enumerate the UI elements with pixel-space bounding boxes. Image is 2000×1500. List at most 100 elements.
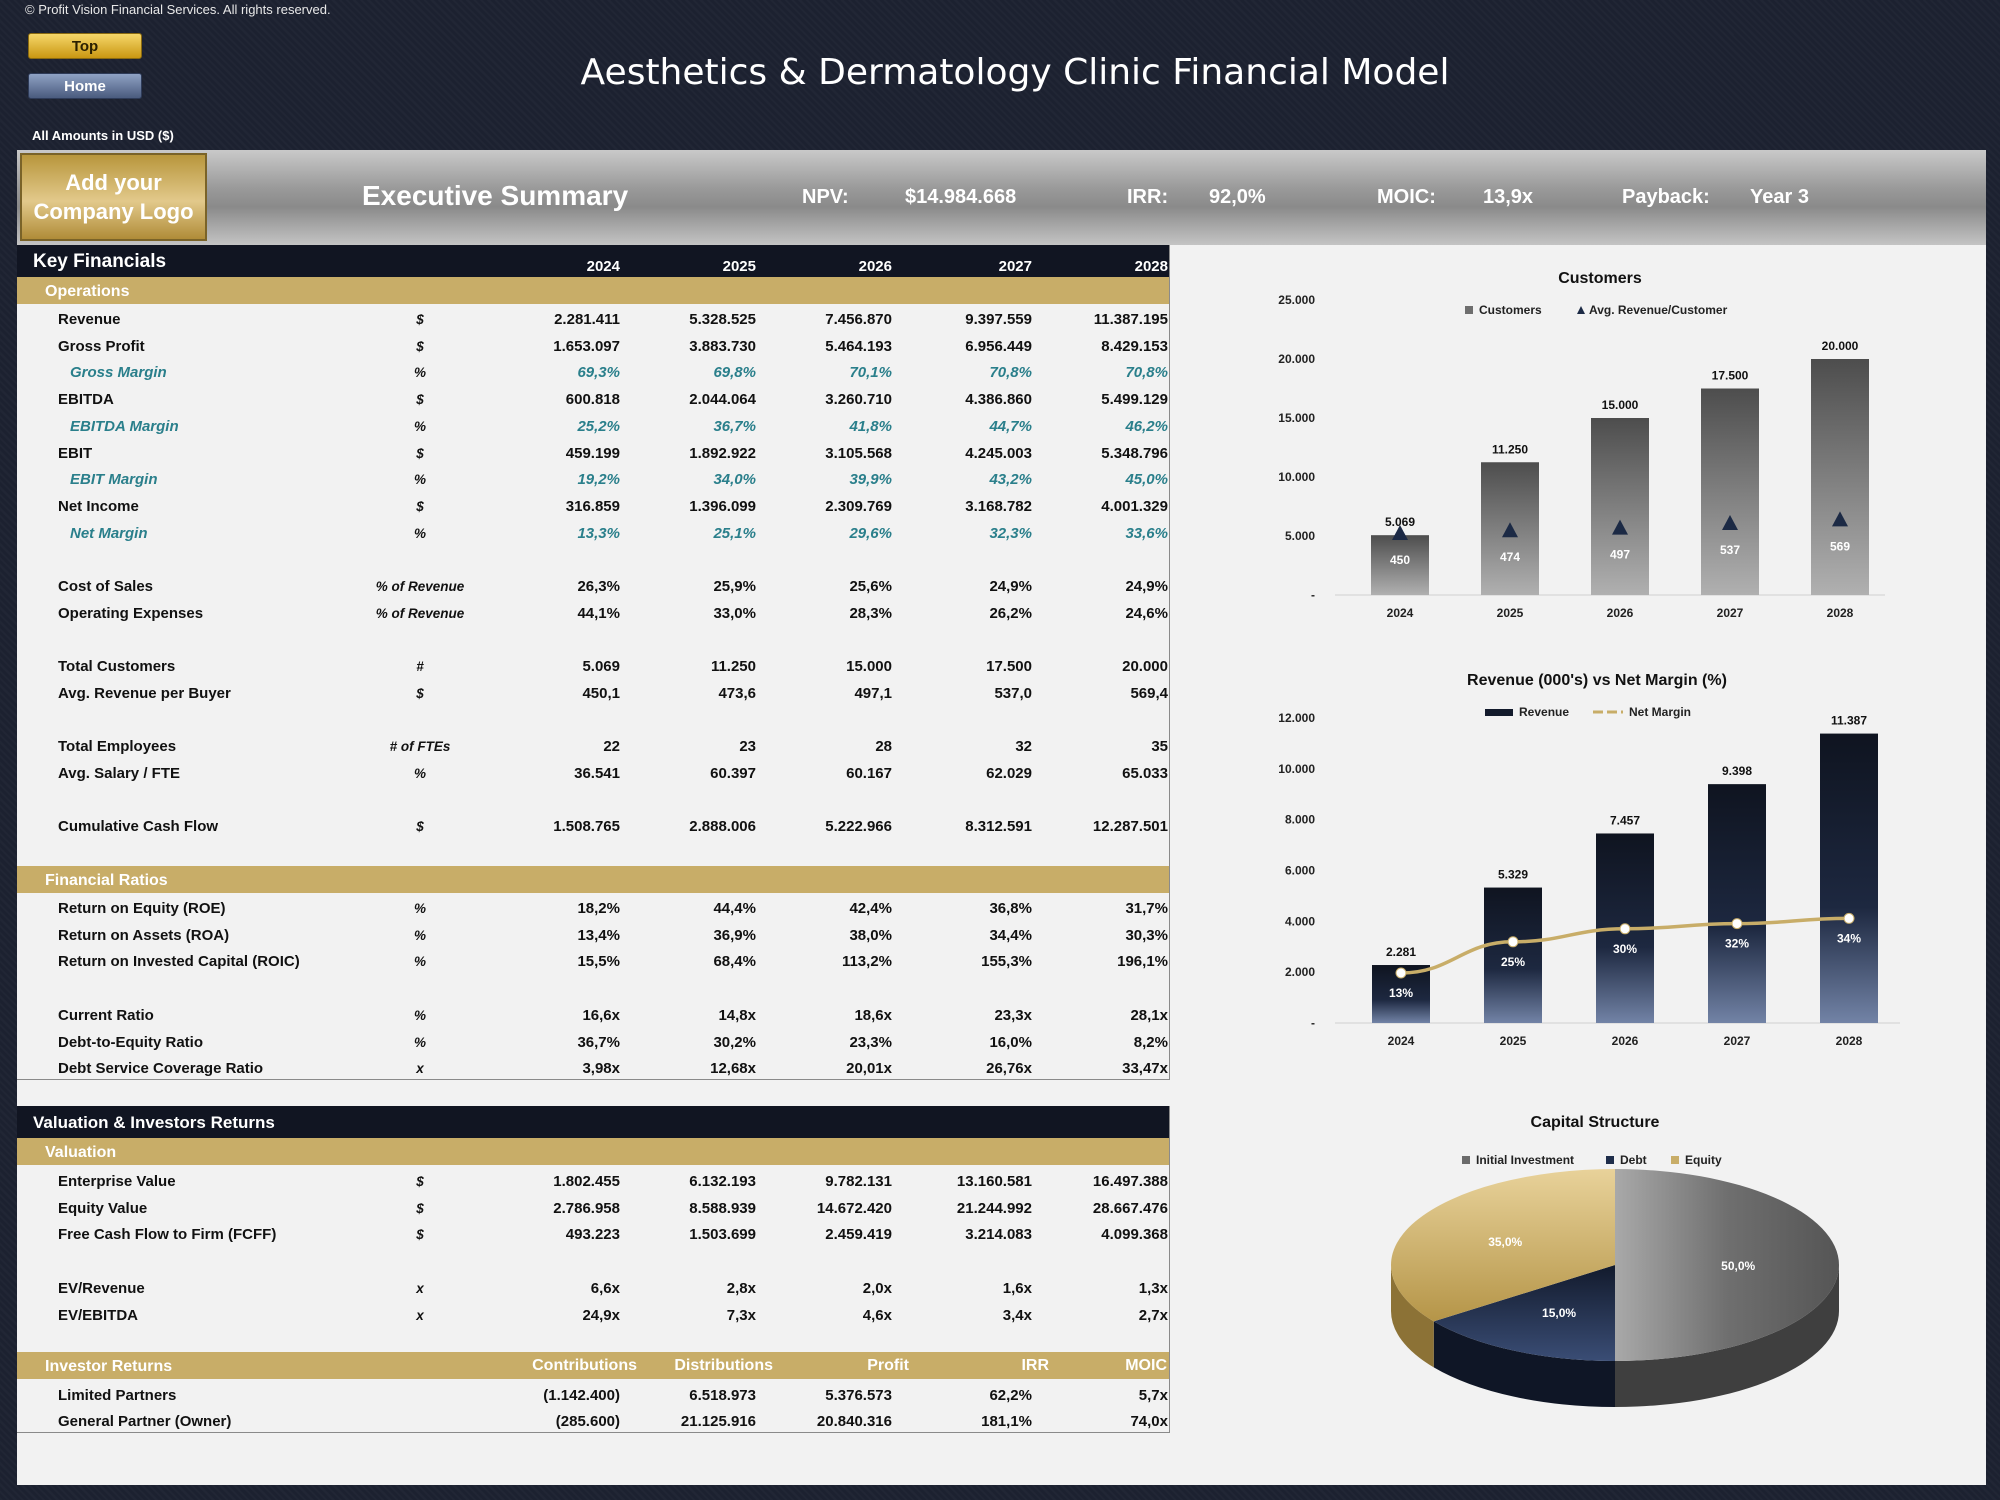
row-unit: $	[416, 392, 424, 408]
cell-value: 19,2%	[577, 471, 620, 489]
capital-structure-chart: Capital Structure Initial Investment Debt E…	[1391, 1114, 1839, 1407]
cell-value: 30,2%	[713, 1033, 756, 1051]
cell-value: 12.287.501	[1092, 818, 1168, 836]
cell-value: 32	[1015, 738, 1032, 756]
cell-value: 7.456.870	[825, 311, 892, 328]
cell-value: 3.214.083	[965, 1226, 1032, 1244]
row-unit: $	[416, 445, 424, 461]
cell-value: 1.396.099	[689, 497, 756, 515]
top-button[interactable]: Top	[28, 33, 142, 59]
legend-swatch	[1462, 1156, 1470, 1164]
row-label-free-cash-flow-to-firm-fcff: Free Cash Flow to Firm (FCFF)	[58, 1226, 277, 1244]
row-label-cost-of-sales: Cost of Sales	[58, 578, 154, 595]
company-logo-placeholder[interactable]: Add your Company Logo	[20, 153, 207, 241]
currency-note: All Amounts in USD ($)	[32, 128, 174, 143]
cell-value: 28,3%	[849, 604, 892, 622]
x-tick-label: 2026	[1612, 1034, 1639, 1048]
cell-value: 14,8x	[718, 1006, 756, 1024]
x-tick-label: 2028	[1836, 1034, 1863, 1048]
home-button[interactable]: Home	[28, 73, 142, 99]
cell-value: 35	[1151, 738, 1168, 756]
legend-marker	[1577, 306, 1585, 314]
legend-label: Equity	[1685, 1153, 1722, 1167]
row-label-general-partner-owner: General Partner (Owner)	[58, 1413, 232, 1430]
bar-revenue	[1820, 733, 1878, 1023]
cell-value: 2,7x	[1138, 1306, 1168, 1324]
cell-value: 2.044.064	[689, 391, 756, 409]
cell-value: 3,98x	[582, 1060, 620, 1078]
row-label-total-employees: Total Employees	[58, 738, 177, 756]
line-data-label: 13%	[1389, 986, 1413, 1000]
x-tick-label: 2028	[1827, 606, 1854, 620]
x-tick-label: 2026	[1607, 606, 1634, 620]
npv-label: NPV:	[802, 186, 849, 208]
row-unit: x	[416, 1280, 424, 1296]
year-header: 2027	[998, 258, 1032, 275]
cell-value: 3.168.782	[965, 497, 1032, 515]
cell-value: 2.309.769	[825, 497, 892, 515]
cell-value: 5.499.129	[1101, 391, 1168, 409]
row-label-ebitda-margin: EBITDA Margin	[70, 417, 179, 435]
cell-value: 13,4%	[577, 926, 620, 944]
bar-revenue	[1708, 784, 1766, 1023]
pie-data-label: 50,0%	[1721, 1259, 1755, 1273]
row-label-revenue: Revenue	[58, 311, 121, 328]
row-label-current-ratio: Current Ratio	[58, 1006, 154, 1024]
y-tick-label: 5.000	[1285, 529, 1315, 543]
cell-value: 4.099.368	[1101, 1226, 1168, 1244]
y-tick-label: 4.000	[1285, 914, 1315, 928]
cell-value: 4.245.003	[965, 444, 1032, 462]
row-label-ebitda: EBITDA	[58, 391, 114, 409]
net-margin-point	[1507, 936, 1519, 948]
y-tick-label: 10.000	[1278, 762, 1315, 776]
row-label-ev-ebitda: EV/EBITDA	[58, 1306, 139, 1324]
copyright-text: © Profit Vision Financial Services. All …	[25, 2, 331, 17]
cell-value: 569,4	[1130, 684, 1168, 702]
cell-value: 15,5%	[577, 953, 620, 971]
row-label-ebit-margin: EBIT Margin	[70, 471, 158, 489]
row-label-operating-expenses: Operating Expenses	[58, 604, 204, 622]
cell-value: 74,0x	[1130, 1413, 1168, 1430]
row-label-total-customers: Total Customers	[58, 658, 176, 676]
investor-col-header: Distributions	[674, 1357, 773, 1374]
cell-value: 1.503.699	[689, 1226, 756, 1244]
cell-value: 38,0%	[849, 926, 892, 944]
cell-value: 2.281.411	[554, 311, 620, 328]
marker-avg-revenue	[1612, 519, 1628, 535]
cell-value: 2.888.006	[689, 818, 756, 836]
line-data-label: 34%	[1837, 931, 1861, 945]
row-label-ebit: EBIT	[58, 444, 93, 462]
x-tick-label: 2027	[1724, 1034, 1751, 1048]
row-unit: %	[413, 365, 426, 381]
cell-value: 2.786.958	[553, 1199, 620, 1217]
cell-value: 537,0	[994, 684, 1032, 702]
page-title: Aesthetics & Dermatology Clinic Financia…	[580, 52, 1450, 93]
cell-value: 6.956.449	[965, 337, 1032, 355]
bar-data-label: 2.281	[1386, 945, 1416, 959]
y-tick-label: 10.000	[1278, 470, 1315, 484]
cell-value: 20.000	[1122, 658, 1168, 676]
cell-value: 41,8%	[849, 417, 892, 435]
y-tick-label: 20.000	[1278, 352, 1315, 366]
row-unit: %	[413, 472, 426, 488]
bar-revenue	[1484, 887, 1542, 1023]
row-label-debt-to-equity-ratio: Debt-to-Equity Ratio	[58, 1033, 203, 1051]
cell-value: 6.132.193	[689, 1173, 756, 1190]
net-margin-point	[1843, 912, 1855, 924]
cell-value: 30,3%	[1125, 926, 1168, 944]
cell-value: 65.033	[1122, 764, 1168, 782]
cell-value: 32,3%	[989, 524, 1032, 542]
cell-value: 13.160.581	[956, 1173, 1032, 1190]
row-unit: %	[413, 901, 426, 916]
row-unit: $	[416, 685, 424, 701]
marker-data-label: 474	[1500, 550, 1520, 564]
row-unit: $	[416, 819, 424, 835]
cell-value: 60.397	[710, 764, 756, 782]
cell-value: 20.840.316	[816, 1413, 892, 1430]
bar-data-label: 9.398	[1722, 764, 1752, 778]
bar-data-label: 11.250	[1492, 442, 1528, 456]
row-label-ev-revenue: EV/Revenue	[58, 1279, 145, 1297]
cell-value: 16,0%	[989, 1033, 1032, 1051]
cell-value: 11.250	[710, 658, 756, 676]
cell-value: 24,6%	[1125, 604, 1168, 622]
